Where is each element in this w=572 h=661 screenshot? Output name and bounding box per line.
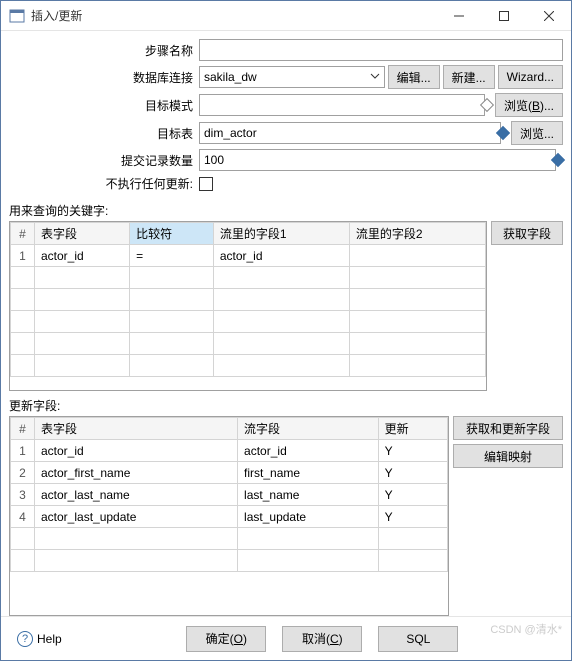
help-icon: ? — [17, 631, 33, 647]
table-row[interactable]: 1actor_id=actor_id — [11, 245, 486, 267]
new-conn-button[interactable]: 新建... — [443, 65, 495, 89]
step-name-label: 步骤名称 — [9, 42, 199, 59]
help-button[interactable]: ? Help — [11, 630, 68, 648]
sql-button[interactable]: SQL — [378, 626, 458, 652]
col-stream_field[interactable]: 流字段 — [238, 418, 379, 440]
edit-mapping-button[interactable]: 编辑映射 — [453, 444, 563, 468]
browse-table-button[interactable]: 浏览... — [511, 121, 563, 145]
cancel-button[interactable]: 取消(C) — [282, 626, 362, 652]
help-label: Help — [37, 632, 62, 646]
target-table-input[interactable] — [199, 122, 501, 144]
table-row[interactable]: 1actor_idactor_idY — [11, 440, 448, 462]
window-title: 插入/更新 — [31, 7, 436, 24]
titlebar: 插入/更新 — [1, 1, 571, 31]
col-table_field[interactable]: 表字段 — [35, 418, 238, 440]
update-section-label: 更新字段: — [9, 397, 563, 414]
db-conn-label: 数据库连接 — [9, 69, 199, 86]
target-schema-input[interactable] — [199, 94, 485, 116]
col-update[interactable]: 更新 — [378, 418, 447, 440]
keys-section-label: 用来查询的关键字: — [9, 202, 563, 219]
no-update-label: 不执行任何更新: — [9, 175, 199, 192]
app-icon — [9, 8, 25, 24]
wizard-button[interactable]: Wizard... — [498, 65, 563, 89]
table-row[interactable]: 3actor_last_namelast_nameY — [11, 484, 448, 506]
col-comparator[interactable]: 比较符 — [130, 223, 214, 245]
col-table_field[interactable]: 表字段 — [35, 223, 130, 245]
minimize-button[interactable] — [436, 1, 481, 30]
col-stream2[interactable]: 流里的字段2 — [349, 223, 485, 245]
content-area: 步骤名称 数据库连接 sakila_dw 编辑... 新建... Wizard.… — [1, 31, 571, 616]
edit-conn-button[interactable]: 编辑... — [388, 65, 440, 89]
ok-button[interactable]: 确定(O) — [186, 626, 266, 652]
footer: ? Help 确定(O) 取消(C) SQL — [1, 616, 571, 660]
no-update-checkbox[interactable] — [199, 177, 213, 191]
col-hash[interactable]: # — [11, 223, 35, 245]
db-conn-value: sakila_dw — [204, 70, 257, 84]
commit-size-input[interactable] — [199, 149, 556, 171]
step-name-input[interactable] — [199, 39, 563, 61]
chevron-down-icon — [370, 71, 380, 81]
table-row[interactable]: 2actor_first_namefirst_nameY — [11, 462, 448, 484]
get-fields-button[interactable]: 获取字段 — [491, 221, 563, 245]
browse-schema-button[interactable]: 浏览(B)... — [495, 93, 563, 117]
commit-size-label: 提交记录数量 — [9, 152, 199, 169]
maximize-button[interactable] — [481, 1, 526, 30]
col-stream1[interactable]: 流里的字段1 — [213, 223, 349, 245]
target-schema-label: 目标模式 — [9, 97, 199, 114]
get-update-fields-button[interactable]: 获取和更新字段 — [453, 416, 563, 440]
close-button[interactable] — [526, 1, 571, 30]
table-row[interactable]: 4actor_last_updatelast_updateY — [11, 506, 448, 528]
target-table-label: 目标表 — [9, 125, 199, 142]
keys-grid[interactable]: #表字段比较符流里的字段1流里的字段21actor_id=actor_id — [9, 221, 487, 391]
update-grid[interactable]: #表字段流字段更新1actor_idactor_idY2actor_first_… — [9, 416, 449, 616]
db-conn-select[interactable]: sakila_dw — [199, 66, 385, 88]
col-hash[interactable]: # — [11, 418, 35, 440]
